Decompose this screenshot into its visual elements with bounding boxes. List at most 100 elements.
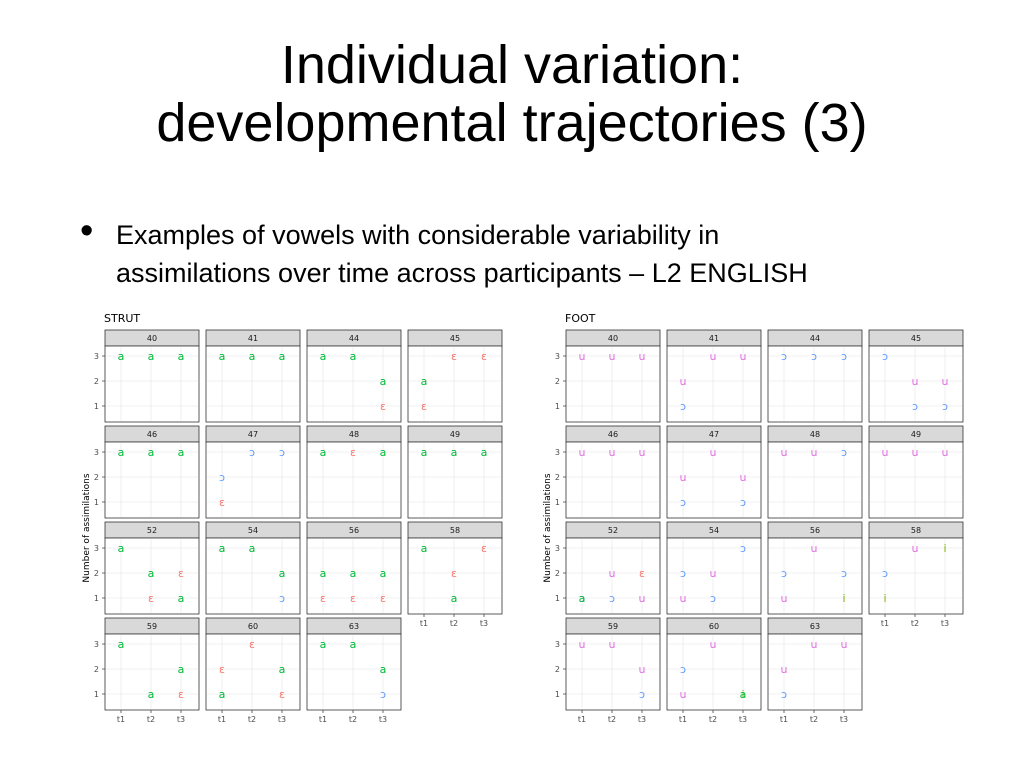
facet-panel-48: 48 u u ɔ xyxy=(767,425,863,519)
bullet-text: Examples of vowels with considerable var… xyxy=(116,216,976,292)
y-tick-label: 1 xyxy=(555,594,560,603)
vowel-point: ɛ xyxy=(279,688,285,701)
y-tick-label: 3 xyxy=(94,544,99,553)
vowel-point: u xyxy=(841,638,848,651)
vowel-point: a xyxy=(178,446,185,459)
x-tick-label: t3 xyxy=(379,715,387,724)
y-tick-label: 3 xyxy=(555,352,560,361)
vowel-point: a xyxy=(148,567,155,580)
x-tick-label: t2 xyxy=(709,715,717,724)
facet-label: 60 xyxy=(248,622,258,631)
vowel-point: u xyxy=(710,446,717,459)
vowel-point: a xyxy=(320,446,327,459)
x-tick-label: t1 xyxy=(420,619,428,628)
vowel-point: ɔ xyxy=(912,400,918,413)
x-tick-label: t3 xyxy=(739,715,747,724)
vowel-point: u xyxy=(609,567,616,580)
y-tick-label: 2 xyxy=(94,569,99,578)
vowel-point: u xyxy=(639,663,646,676)
vowel-point: ɛ xyxy=(639,567,645,580)
facet-label: 44 xyxy=(810,334,820,343)
x-tick-label: t2 xyxy=(248,715,256,724)
vowel-point: u xyxy=(639,446,646,459)
facet-panel-56: 56a a aɛ ɛ ɛ xyxy=(306,521,402,615)
vowel-point: ɛ xyxy=(380,592,386,605)
vowel-point: ɔ xyxy=(680,567,686,580)
facet-label: 45 xyxy=(450,334,460,343)
vowel-point: a xyxy=(219,542,226,555)
facet-label: 48 xyxy=(810,430,820,439)
facet-label: 58 xyxy=(911,526,921,535)
vowel-point: ɛ xyxy=(481,542,487,555)
y-tick-label: 3 xyxy=(94,640,99,649)
x-tick-label: t3 xyxy=(941,619,949,628)
vowel-point: a xyxy=(350,567,357,580)
slide-title-line-1: Individual variation: xyxy=(280,35,744,95)
x-tick-label: t3 xyxy=(638,715,646,724)
y-tick-label: 2 xyxy=(94,377,99,386)
vowel-point: u xyxy=(781,446,788,459)
facet-panel-41: 41 a a a xyxy=(205,329,301,423)
x-tick-label: t1 xyxy=(679,715,687,724)
vowel-point: a xyxy=(148,688,155,701)
bullet-icon: • xyxy=(80,210,94,252)
vowel-point: ɛ xyxy=(451,567,457,580)
vowel-point: u xyxy=(579,446,586,459)
vowel-point: a xyxy=(320,638,327,651)
facet-label: 59 xyxy=(608,622,618,631)
x-tick-label: t2 xyxy=(450,619,458,628)
vowel-point: i xyxy=(883,592,886,605)
vowel-point: a xyxy=(219,688,226,701)
facet-label: 54 xyxy=(709,526,719,535)
facet-label: 48 xyxy=(349,430,359,439)
y-tick-label: 2 xyxy=(94,473,99,482)
facet-label: 49 xyxy=(911,430,921,439)
chart-foot: FOOT Number of assimilations 40 1 2 3 u u u 41 u u u… xyxy=(543,312,964,724)
y-tick-label: 1 xyxy=(555,498,560,507)
vowel-point: ɔ xyxy=(249,446,255,459)
vowel-point: ɛ xyxy=(148,592,154,605)
vowel-point: ɔ xyxy=(680,663,686,676)
x-tick-label: t3 xyxy=(278,715,286,724)
vowel-point: u xyxy=(609,350,616,363)
vowel-point: a xyxy=(118,638,125,651)
y-tick-label: 1 xyxy=(555,402,560,411)
vowel-point: ɛ xyxy=(380,400,386,413)
facet-panel-54: 54a aaɔ xyxy=(205,521,301,615)
vowel-point: a xyxy=(380,446,387,459)
y-tick-label: 2 xyxy=(94,665,99,674)
x-tick-label: t3 xyxy=(480,619,488,628)
x-tick-label: t1 xyxy=(881,619,889,628)
chart-title: STRUT xyxy=(104,312,140,325)
facet-label: 40 xyxy=(147,334,157,343)
vowel-point: a xyxy=(481,446,488,459)
vowel-point: u xyxy=(882,446,889,459)
y-tick-label: 2 xyxy=(555,377,560,386)
facet-panel-49: 49 a a a xyxy=(407,425,503,519)
vowel-point: u xyxy=(609,446,616,459)
vowel-point: u xyxy=(680,688,687,701)
vowel-point: ɛ xyxy=(178,688,184,701)
facet-panel-49: 49 u u u xyxy=(868,425,964,519)
vowel-point: u xyxy=(811,638,818,651)
vowel-point: ɔ xyxy=(841,567,847,580)
slide-title: Individual variation: developmental traj… xyxy=(0,36,1024,152)
vowel-point: ɔ xyxy=(219,471,225,484)
facet-panel-46: 46 1 2 3 a a a xyxy=(94,425,200,519)
vowel-point: ɔ xyxy=(811,350,817,363)
vowel-point: ɛ xyxy=(219,496,225,509)
facet-label: 49 xyxy=(450,430,460,439)
facet-panel-48: 48 a ɛ a xyxy=(306,425,402,519)
vowel-point: u xyxy=(781,663,788,676)
vowel-point: a xyxy=(380,663,387,676)
x-tick-label: t1 xyxy=(780,715,788,724)
y-tick-label: 2 xyxy=(555,473,560,482)
vowel-point: a xyxy=(249,350,256,363)
vowel-point: a xyxy=(421,446,428,459)
